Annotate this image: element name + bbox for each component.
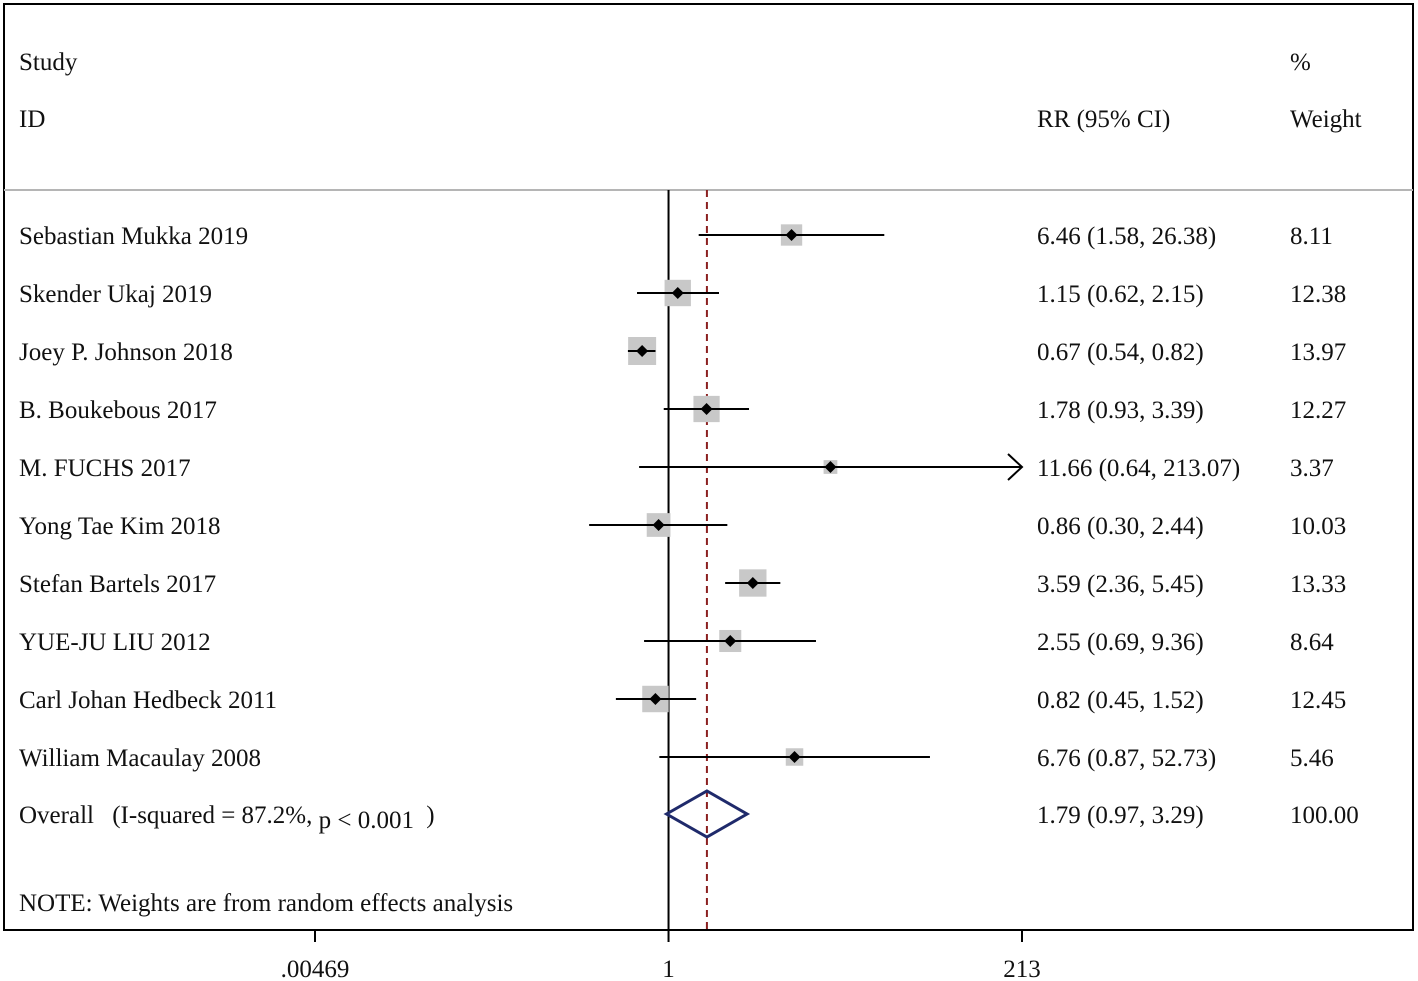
study-weight: 8.64	[1290, 629, 1334, 656]
study-row: Yong Tae Kim 2018 0.86 (0.30, 2.44) 10.03	[19, 513, 1346, 540]
overall-label-word: Overall	[19, 802, 94, 829]
study-label: Skender Ukaj 2019	[19, 281, 212, 308]
study-label: Carl Johan Hedbeck 2011	[19, 687, 277, 714]
study-row: William Macaulay 2008 6.76 (0.87, 52.73) 5…	[19, 745, 1334, 772]
overall-p-close: )	[426, 802, 434, 829]
header-study: Study	[19, 49, 78, 76]
overall-stat: (I-squared = 87.2%,	[112, 802, 312, 829]
header-percent: %	[1290, 49, 1311, 76]
study-label: B. Boukebous 2017	[19, 397, 217, 424]
point-estimate	[649, 693, 662, 705]
x-tick-label: 1	[662, 956, 675, 981]
study-ci-text: 1.78 (0.93, 3.39)	[1037, 397, 1204, 424]
header-weight: Weight	[1290, 106, 1362, 133]
header-effect: RR (95% CI)	[1037, 106, 1170, 133]
plot-frame	[3, 3, 1414, 931]
study-weight: 10.03	[1290, 513, 1346, 540]
overall-diamond	[663, 789, 751, 839]
study-row: Carl Johan Hedbeck 2011 0.82 (0.45, 1.52)…	[19, 685, 1346, 714]
study-label: Sebastian Mukka 2019	[19, 223, 248, 250]
study-label: YUE-JU LIU 2012	[19, 629, 211, 656]
study-ci-text: 2.55 (0.69, 9.36)	[1037, 629, 1204, 656]
study-label: William Macaulay 2008	[19, 745, 261, 772]
point-estimate	[824, 461, 837, 473]
study-row: YUE-JU LIU 2012 2.55 (0.69, 9.36) 8.64	[19, 629, 1334, 656]
point-estimate	[636, 345, 649, 357]
study-row: Skender Ukaj 2019 1.15 (0.62, 2.15) 12.38	[19, 279, 1346, 308]
study-weight: 5.46	[1290, 745, 1334, 772]
point-estimate	[785, 229, 798, 241]
point-estimate	[724, 635, 737, 647]
study-label: Yong Tae Kim 2018	[19, 513, 221, 540]
study-label: M. FUCHS 2017	[19, 455, 191, 482]
study-label: Joey P. Johnson 2018	[19, 339, 233, 366]
study-row: Joey P. Johnson 2018 0.67 (0.54, 0.82) 13.…	[19, 337, 1346, 366]
study-label: Stefan Bartels 2017	[19, 571, 216, 598]
study-rows: Sebastian Mukka 2019 6.46 (1.58, 26.38) 8.…	[19, 223, 1346, 772]
study-ci-text: 1.15 (0.62, 2.15)	[1037, 281, 1204, 308]
point-estimate	[671, 287, 684, 299]
study-ci-text: 0.86 (0.30, 2.44)	[1037, 513, 1204, 540]
x-tick-label: 213	[1003, 956, 1041, 981]
study-row: B. Boukebous 2017 1.78 (0.93, 3.39) 12.27	[19, 395, 1346, 424]
x-tick-label: .00469	[281, 956, 350, 981]
study-weight: 13.33	[1290, 571, 1346, 598]
study-weight: 13.97	[1290, 339, 1346, 366]
study-weight: 8.11	[1290, 223, 1333, 250]
x-axis: .00469 1 213	[281, 930, 1041, 981]
point-estimate	[700, 403, 713, 415]
overall-row: Overall (I-squared = 87.2%, p < 0.001 ) …	[19, 789, 1359, 839]
study-weight: 12.45	[1290, 687, 1346, 714]
study-weight: 12.27	[1290, 397, 1346, 424]
study-row: Sebastian Mukka 2019 6.46 (1.58, 26.38) 8.…	[19, 223, 1333, 250]
ci-arrow	[1007, 453, 1024, 481]
header-id: ID	[19, 106, 45, 133]
study-ci-text: 0.67 (0.54, 0.82)	[1037, 339, 1204, 366]
study-ci-text: 3.59 (2.36, 5.45)	[1037, 571, 1204, 598]
point-estimate	[788, 751, 801, 763]
overall-p: p < 0.001	[319, 807, 414, 834]
point-estimate	[652, 519, 665, 531]
study-row: M. FUCHS 2017 11.66 (0.64, 213.07) 3.37	[19, 453, 1334, 482]
overall-ci: 1.79 (0.97, 3.29)	[1037, 802, 1204, 829]
study-weight: 3.37	[1290, 455, 1334, 482]
study-row: Stefan Bartels 2017 3.59 (2.36, 5.45) 13.3…	[19, 569, 1346, 598]
study-ci-text: 6.76 (0.87, 52.73)	[1037, 745, 1216, 772]
study-ci-text: 0.82 (0.45, 1.52)	[1037, 687, 1204, 714]
study-ci-text: 11.66 (0.64, 213.07)	[1037, 455, 1240, 482]
weights-note: NOTE: Weights are from random effects an…	[19, 890, 513, 917]
point-estimate	[746, 577, 759, 589]
overall-weight: 100.00	[1290, 802, 1359, 829]
overall-label: Overall (I-squared = 87.2%, p < 0.001 )	[19, 802, 435, 834]
study-ci-text: 6.46 (1.58, 26.38)	[1037, 223, 1216, 250]
study-weight: 12.38	[1290, 281, 1346, 308]
